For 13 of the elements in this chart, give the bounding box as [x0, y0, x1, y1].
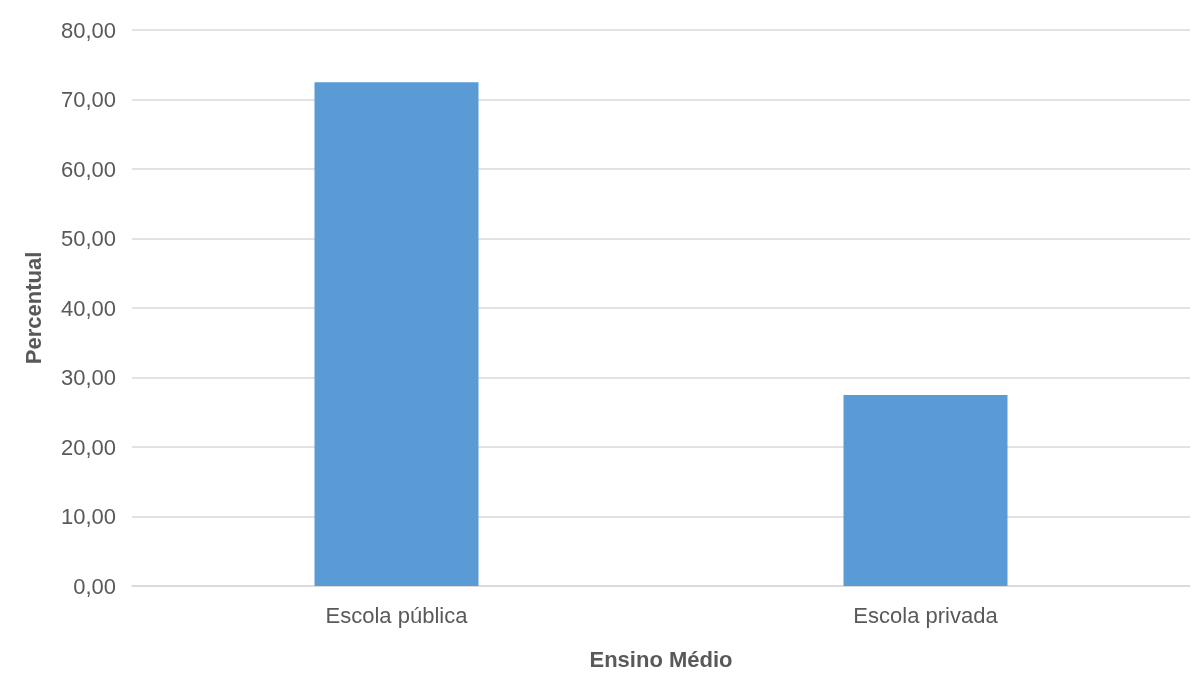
x-axis-title: Ensino Médio — [589, 646, 733, 672]
y-tick-label: 10,00 — [60, 504, 116, 529]
y-axis-title: Percentual — [20, 251, 46, 365]
x-tick-label: Escola pública — [325, 602, 469, 628]
y-tick-label: 80,00 — [60, 17, 116, 43]
y-tick-label: 70,00 — [60, 87, 116, 112]
x-tick-label: Escola privada — [853, 602, 999, 628]
y-tick-label: 20,00 — [60, 434, 116, 460]
y-tick-label: 50,00 — [60, 226, 116, 251]
y-tick-label: 40,00 — [60, 295, 116, 321]
y-tick-label: 30,00 — [60, 365, 116, 390]
y-tick-label: 60,00 — [60, 156, 116, 182]
y-tick-label: 0,00 — [73, 573, 116, 599]
